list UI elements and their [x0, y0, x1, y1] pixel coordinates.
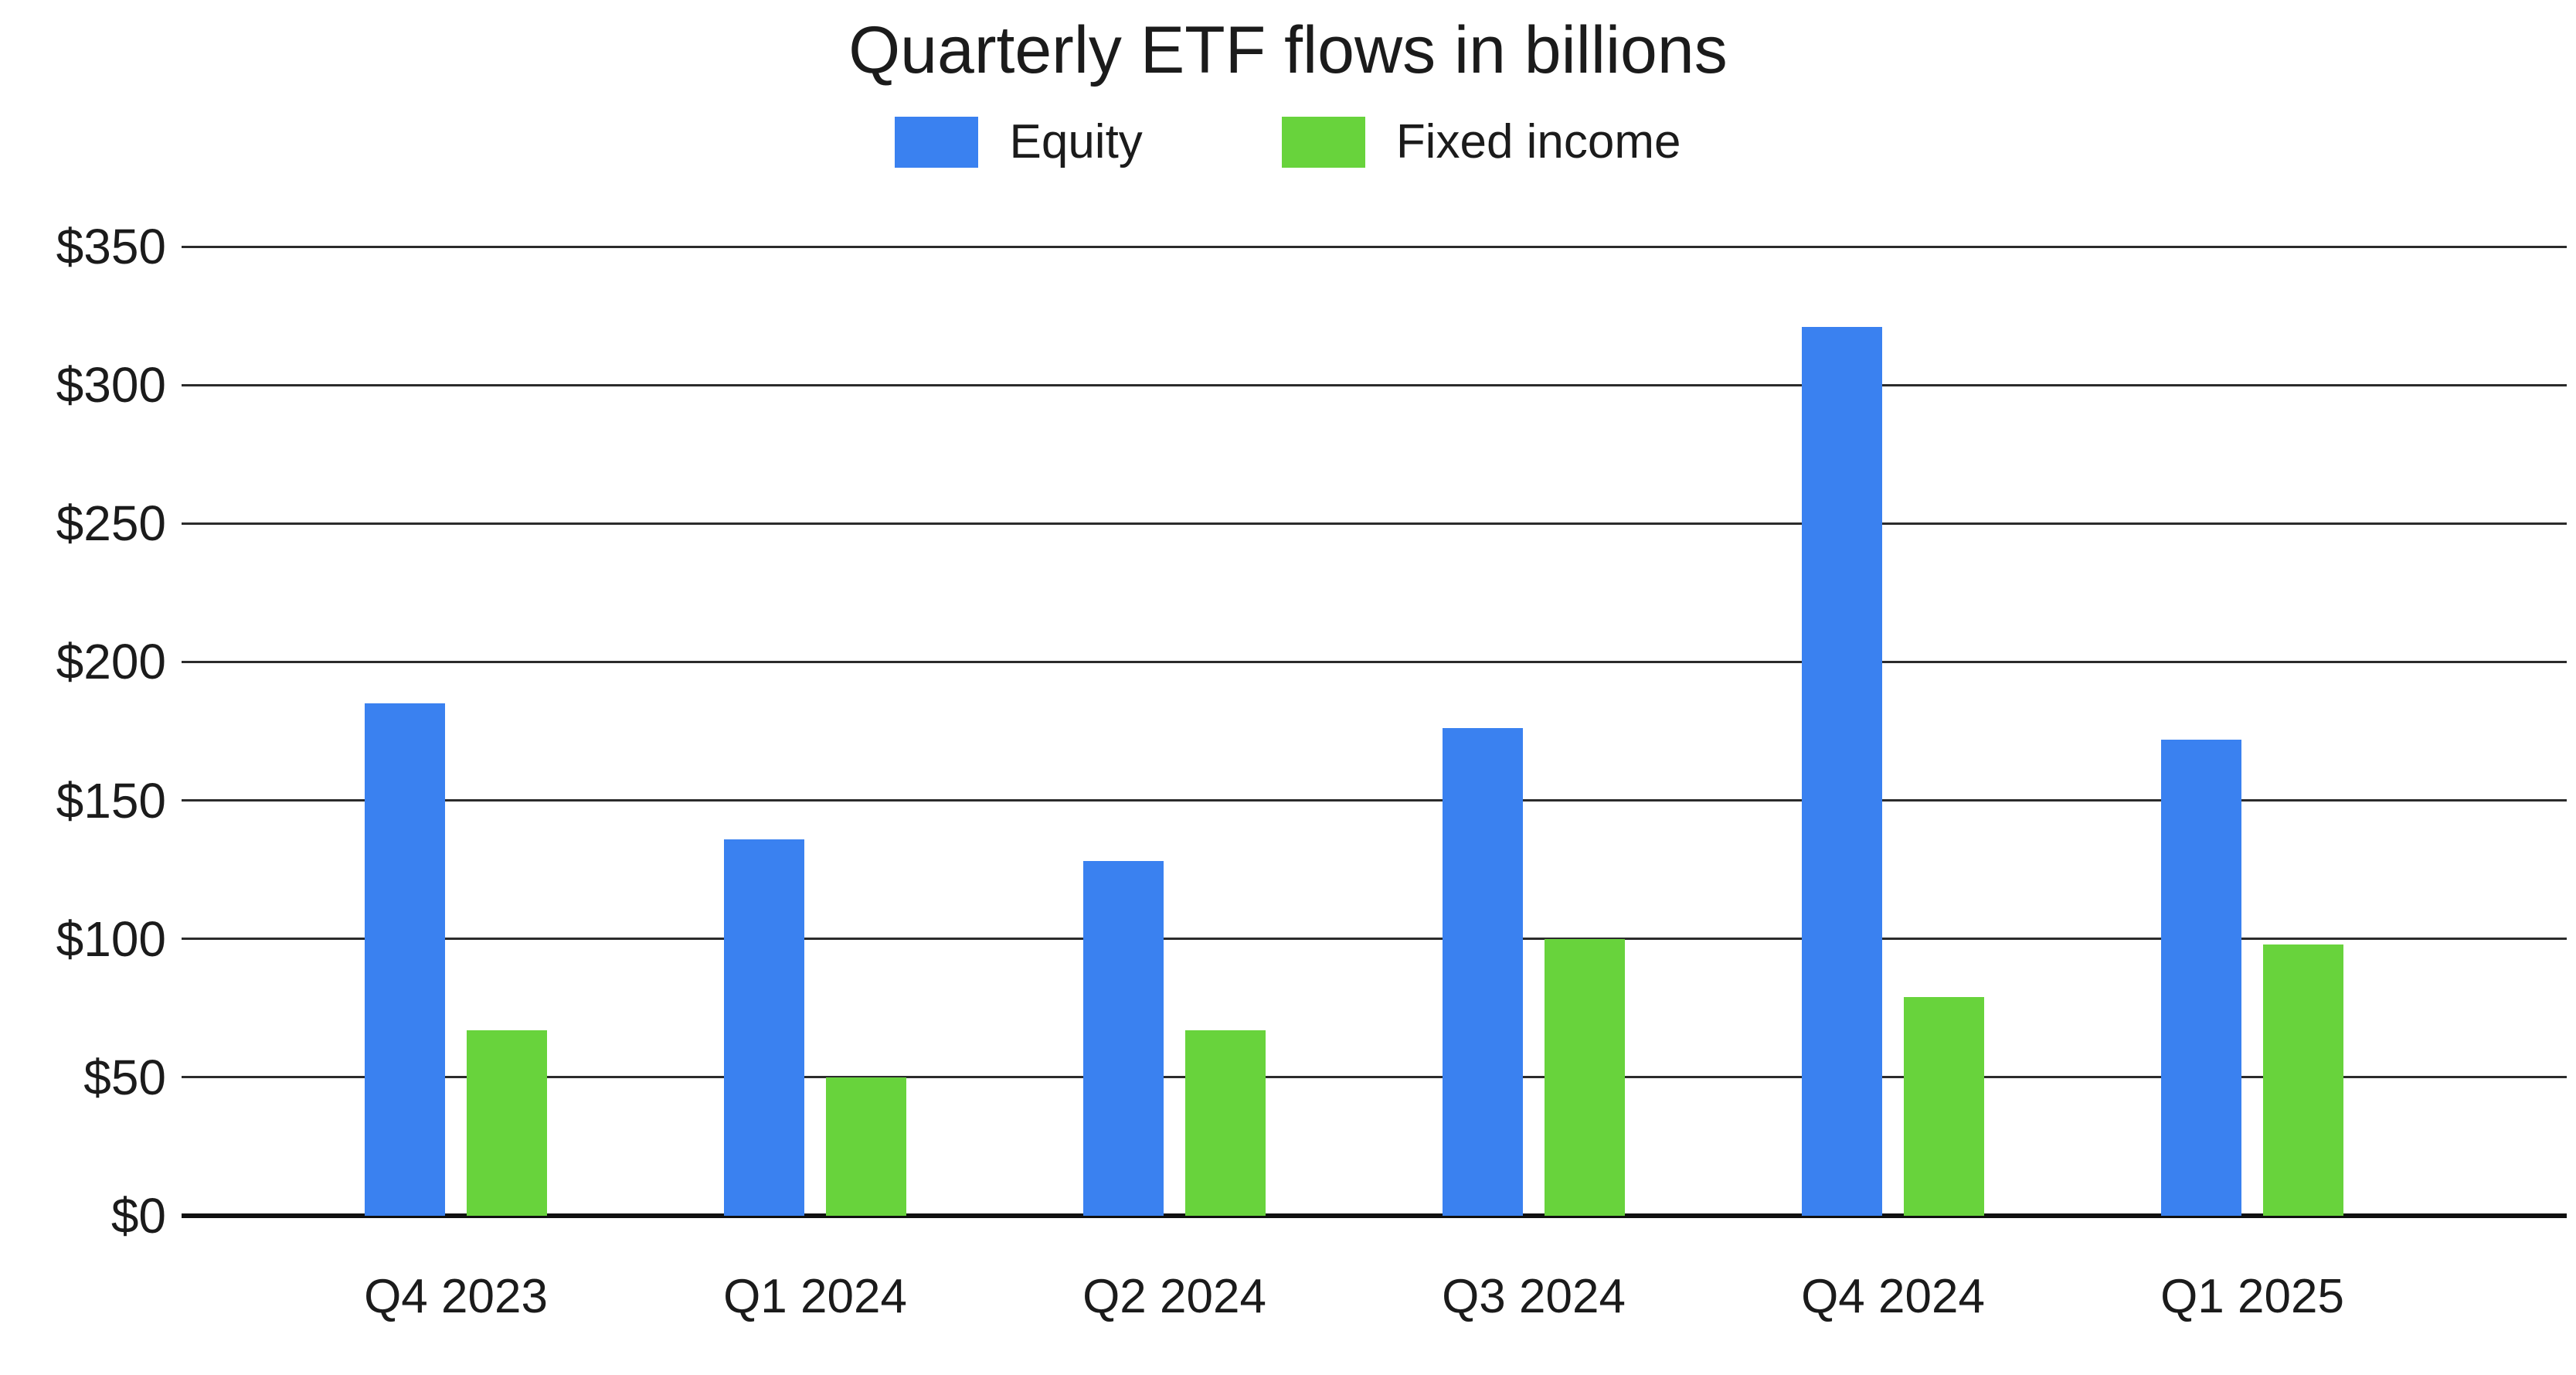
legend-label-fixed-income: Fixed income — [1395, 115, 1681, 168]
bar-equity-q1-2024 — [724, 839, 804, 1216]
bar-fixed-income-q2-2024 — [1185, 1030, 1266, 1216]
x-tick-label-q3-2024: Q3 2024 — [1442, 1270, 1626, 1323]
bar-equity-q4-2024 — [1802, 326, 1882, 1216]
chart-title: Quarterly ETF flows in billions — [848, 13, 1728, 87]
x-tick-label-q4-2023: Q4 2023 — [364, 1270, 548, 1323]
bar-fixed-income-q4-2024 — [1904, 996, 1984, 1216]
gridline-300 — [182, 383, 2567, 386]
bar-fixed-income-q1-2025 — [2263, 944, 2343, 1216]
bar-fixed-income-q4-2023 — [467, 1030, 547, 1216]
bar-equity-q4-2023 — [365, 703, 445, 1216]
x-tick-label-q4-2024: Q4 2024 — [1801, 1270, 1985, 1323]
legend-item-fixed-income: Fixed income — [1281, 114, 1681, 169]
x-tick-label-q1-2024: Q1 2024 — [723, 1270, 907, 1323]
x-tick-label-q2-2024: Q2 2024 — [1082, 1270, 1266, 1323]
y-tick-label-100: $100 — [56, 910, 166, 967]
y-tick-label-300: $300 — [56, 357, 166, 414]
gridline-50 — [182, 1076, 2567, 1079]
legend: Equity Fixed income — [0, 114, 2576, 169]
y-tick-label-150: $150 — [56, 772, 166, 829]
gridline-250 — [182, 522, 2567, 525]
y-tick-label-250: $250 — [56, 495, 166, 552]
legend-item-equity: Equity — [895, 114, 1143, 169]
fixed-income-swatch-icon — [1281, 116, 1365, 168]
x-axis-line — [182, 1213, 2567, 1218]
bar-fixed-income-q3-2024 — [1545, 938, 1625, 1216]
gridline-100 — [182, 938, 2567, 941]
x-tick-label-q1-2025: Q1 2025 — [2160, 1270, 2344, 1323]
legend-label-equity: Equity — [1009, 115, 1143, 168]
gridline-200 — [182, 660, 2567, 663]
gridline-350 — [182, 245, 2567, 248]
y-tick-label-350: $350 — [56, 219, 166, 274]
bar-equity-q1-2025 — [2161, 739, 2241, 1216]
bar-equity-q3-2024 — [1443, 728, 1523, 1216]
bar-fixed-income-q1-2024 — [826, 1077, 906, 1216]
bar-equity-q2-2024 — [1083, 861, 1164, 1216]
gridline-150 — [182, 799, 2567, 802]
y-tick-label-200: $200 — [56, 634, 166, 690]
equity-swatch-icon — [895, 116, 979, 168]
y-tick-label-50: $50 — [83, 1049, 166, 1105]
y-tick-label-0: $0 — [110, 1188, 166, 1244]
